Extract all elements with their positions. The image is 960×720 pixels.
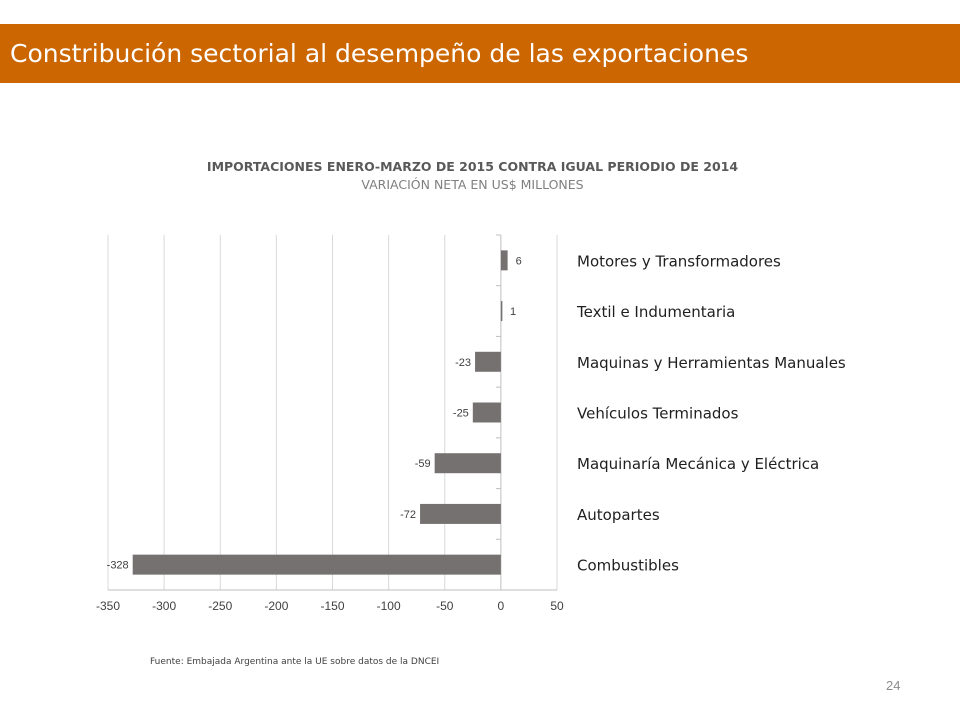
page-number: 24: [886, 678, 901, 693]
data-label: -23: [455, 357, 471, 369]
bar: [500, 301, 503, 322]
category-label: Autopartes: [577, 506, 660, 524]
bar: [420, 503, 501, 524]
slide-title: Constribución sectorial al desempeño de …: [0, 24, 960, 83]
bar: [434, 453, 501, 474]
chart-subtitle: VARIACIÓN NETA EN US$ MILLONES: [361, 177, 584, 192]
data-label: 1: [510, 306, 516, 318]
category-label: Motores y Transformadores: [577, 252, 781, 270]
bar: [475, 351, 501, 372]
source-note: Fuente: Embajada Argentina ante la UE so…: [150, 657, 440, 667]
category-label: Combustibles: [577, 557, 679, 575]
bar: [500, 250, 508, 271]
data-label: 6: [516, 255, 522, 267]
x-tick-label: -200: [264, 599, 288, 613]
x-tick-label: -350: [96, 599, 120, 613]
x-tick-label: -50: [436, 599, 454, 613]
x-tick-label: 0: [498, 599, 505, 613]
category-label: Textil e Indumentaria: [576, 303, 735, 321]
category-label: Maquinaría Mecánica y Eléctrica: [577, 455, 819, 473]
x-tick-label: 50: [550, 599, 564, 613]
chart-title: IMPORTACIONES ENERO-MARZO DE 2015 CONTRA…: [206, 159, 739, 174]
bar: [472, 402, 501, 423]
x-tick-label: -100: [377, 599, 401, 613]
category-label: Maquinas y Herramientas Manuales: [577, 354, 846, 372]
bar: [132, 554, 501, 575]
data-label: -328: [107, 560, 129, 572]
x-tick-label: -300: [152, 599, 176, 613]
x-tick-label: -250: [208, 599, 232, 613]
category-label: Vehículos Terminados: [577, 405, 739, 423]
data-label: -72: [400, 509, 416, 521]
x-tick-label: -150: [320, 599, 344, 613]
data-label: -25: [453, 408, 469, 420]
data-label: -59: [415, 458, 431, 470]
